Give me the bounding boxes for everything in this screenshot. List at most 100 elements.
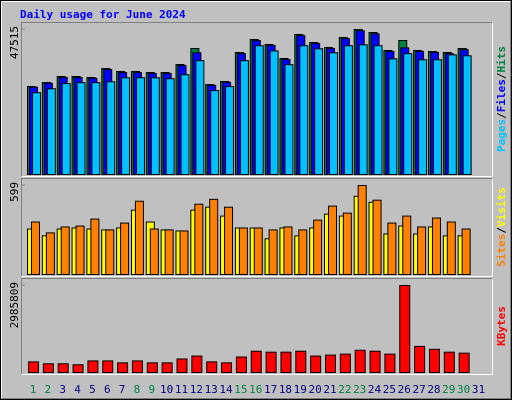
bar [265,351,277,373]
bar [179,230,189,275]
bar [102,360,114,373]
x-tick-label: 1 [30,383,37,396]
bar [117,362,129,373]
bar [239,60,249,175]
legend: Pages/Files/Hits [495,46,508,152]
bar [358,44,368,176]
bar [225,86,235,175]
bar [61,83,71,175]
legend-entry: Visits [495,187,508,227]
x-tick-label: 19 [294,383,307,396]
y-tick-label: 2985809 [8,282,21,328]
bar [403,53,413,175]
x-tick-label: 23 [353,383,366,396]
bar [165,78,175,175]
x-tick-label: 3 [59,383,66,396]
legend-entry: Pages [495,119,508,152]
bar [120,222,130,276]
bar [90,218,100,275]
legend-entry: KBytes [495,306,508,346]
x-tick-label: 11 [175,383,188,396]
bar [343,45,353,175]
x-tick-label: 12 [190,383,203,396]
bar [414,345,426,374]
bar [161,362,173,373]
bar [417,226,427,275]
bar [299,45,309,175]
bar [284,64,294,175]
bar [446,221,456,275]
bar [428,348,440,373]
bar [432,59,442,175]
x-tick-label: 9 [148,383,155,396]
bar [458,352,470,373]
x-tick-label: 10 [160,383,173,396]
x-tick-label: 20 [309,383,322,396]
bar [209,198,219,275]
bar [254,45,264,175]
chart-title: Daily usage for June 2024 [20,8,186,21]
x-tick-label: 5 [89,383,96,396]
bar [60,226,70,275]
bar [461,228,471,275]
x-tick-label: 30 [457,383,470,396]
bar [176,358,188,373]
bar [295,350,307,373]
bar [298,229,308,275]
legend-separator: / [495,72,508,79]
bar [105,229,115,275]
bar [72,364,84,373]
x-tick-label: 6 [104,383,111,396]
bar [387,222,397,276]
x-tick-label: 16 [249,383,262,396]
x-tick-label: 2 [45,383,52,396]
bar [369,350,381,373]
bar [164,229,174,275]
bar [342,212,352,276]
bar [46,88,56,175]
x-tick-label: 14 [219,383,233,396]
legend-separator: / [495,227,508,234]
bar [357,185,367,275]
bar [28,361,39,373]
bar [121,77,131,175]
bar [191,355,203,373]
bar [268,229,278,275]
bar [180,74,190,175]
bar [339,353,351,373]
bar [57,363,69,373]
bar [280,351,292,373]
bar [150,77,160,175]
x-tick-label: 4 [74,383,81,396]
x-tick-label: 24 [368,383,382,396]
bar [195,60,205,175]
legend-entry: Hits [495,46,508,73]
y-tick-label: 47515 [8,26,21,59]
x-tick-label: 21 [323,383,336,396]
x-tick-label: 15 [234,383,247,396]
bar [431,217,441,275]
bar [221,362,233,373]
bar [45,232,55,275]
bar [87,360,99,373]
bar [418,59,428,175]
bar [372,199,382,275]
bar [32,92,41,175]
bar [194,203,204,276]
x-tick-label: 29 [442,383,455,396]
legend-entry: Files [495,79,508,112]
x-tick-label: 17 [264,383,277,396]
x-tick-label: 28 [427,383,440,396]
bar [238,227,248,275]
x-tick-label: 7 [119,383,126,396]
bar [235,356,247,373]
bar [399,285,411,373]
bar [135,77,145,175]
bar [75,225,85,276]
x-tick-label: 26 [398,383,411,396]
bar [206,361,218,373]
bar [354,349,366,373]
bar [149,228,159,275]
x-tick-label: 25 [383,383,396,396]
bar [250,350,262,373]
